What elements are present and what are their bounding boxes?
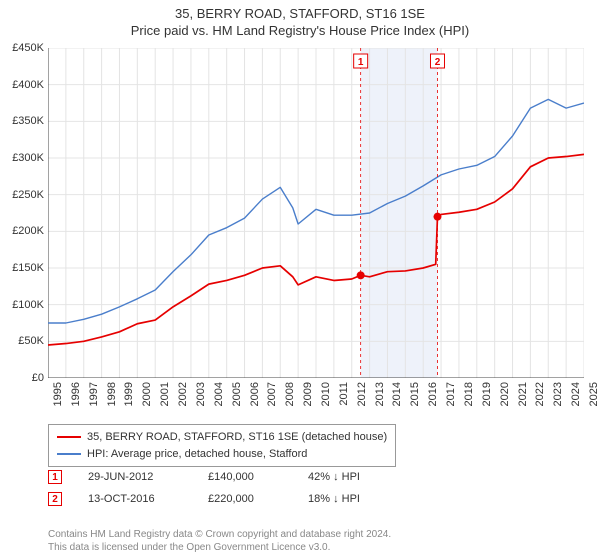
- x-axis-label: 2004: [213, 382, 225, 406]
- x-axis-label: 2016: [427, 382, 439, 406]
- x-axis-label: 2024: [570, 382, 582, 406]
- legend-label: 35, BERRY ROAD, STAFFORD, ST16 1SE (deta…: [87, 429, 387, 446]
- legend-item: 35, BERRY ROAD, STAFFORD, ST16 1SE (deta…: [57, 429, 387, 446]
- x-axis-label: 2020: [499, 382, 511, 406]
- sale-pct: 42% ↓ HPI: [308, 471, 418, 483]
- sale-price: £220,000: [208, 493, 308, 505]
- chart-title: 35, BERRY ROAD, STAFFORD, ST16 1SE: [0, 6, 600, 21]
- x-axis-label: 2000: [141, 382, 153, 406]
- x-axis-label: 1997: [88, 382, 100, 406]
- x-axis-label: 2005: [231, 382, 243, 406]
- y-axis-label: £400K: [4, 79, 44, 91]
- legend-label: HPI: Average price, detached house, Staf…: [87, 446, 307, 463]
- sale-price: £140,000: [208, 471, 308, 483]
- x-axis-label: 2009: [302, 382, 314, 406]
- sale-row: 2 13-OCT-2016£220,00018% ↓ HPI: [48, 492, 418, 506]
- x-axis-label: 2010: [320, 382, 332, 406]
- sale-pct: 18% ↓ HPI: [308, 493, 418, 505]
- x-axis-label: 2019: [481, 382, 493, 406]
- x-axis-label: 2023: [552, 382, 564, 406]
- sale-date: 13-OCT-2016: [88, 493, 208, 505]
- x-axis-label: 1998: [106, 382, 118, 406]
- x-axis-label: 2018: [463, 382, 475, 406]
- sale-marker: 2: [48, 492, 62, 506]
- x-axis-label: 2003: [195, 382, 207, 406]
- x-axis-label: 2017: [445, 382, 457, 406]
- x-axis-label: 2008: [284, 382, 296, 406]
- y-axis-label: £0: [4, 372, 44, 384]
- legend-swatch: [57, 453, 81, 455]
- x-axis-label: 1996: [70, 382, 82, 406]
- y-axis-label: £350K: [4, 115, 44, 127]
- y-axis-label: £250K: [4, 189, 44, 201]
- disclaimer-line-1: Contains HM Land Registry data © Crown c…: [48, 528, 391, 541]
- x-axis-label: 2025: [588, 382, 600, 406]
- sale-row: 1 29-JUN-2012£140,00042% ↓ HPI: [48, 470, 418, 484]
- price-chart: 12 £0£50K£100K£150K£200K£250K£300K£350K£…: [48, 48, 584, 378]
- x-axis-label: 2001: [159, 382, 171, 406]
- y-axis-label: £200K: [4, 225, 44, 237]
- x-axis-label: 2021: [517, 382, 529, 406]
- x-axis-label: 1995: [52, 382, 64, 406]
- x-axis-label: 2011: [338, 382, 350, 406]
- x-axis-label: 2014: [391, 382, 403, 406]
- chart-subtitle: Price paid vs. HM Land Registry's House …: [0, 23, 600, 38]
- x-axis-label: 2006: [249, 382, 261, 406]
- legend: 35, BERRY ROAD, STAFFORD, ST16 1SE (deta…: [48, 424, 396, 467]
- sale-date: 29-JUN-2012: [88, 471, 208, 483]
- x-axis-label: 2007: [266, 382, 278, 406]
- x-axis-label: 1999: [123, 382, 135, 406]
- y-axis-label: £150K: [4, 262, 44, 274]
- x-axis-label: 2015: [409, 382, 421, 406]
- svg-text:1: 1: [358, 57, 364, 68]
- x-axis-label: 2002: [177, 382, 189, 406]
- x-axis-label: 2013: [374, 382, 386, 406]
- svg-text:2: 2: [435, 57, 441, 68]
- sale-marker: 1: [48, 470, 62, 484]
- legend-swatch: [57, 436, 81, 438]
- y-axis-label: £450K: [4, 42, 44, 54]
- legend-item: HPI: Average price, detached house, Staf…: [57, 446, 387, 463]
- y-axis-label: £300K: [4, 152, 44, 164]
- disclaimer: Contains HM Land Registry data © Crown c…: [48, 528, 391, 554]
- x-axis-label: 2022: [534, 382, 546, 406]
- y-axis-label: £100K: [4, 299, 44, 311]
- disclaimer-line-2: This data is licensed under the Open Gov…: [48, 541, 391, 554]
- x-axis-label: 2012: [356, 382, 368, 406]
- y-axis-label: £50K: [4, 335, 44, 347]
